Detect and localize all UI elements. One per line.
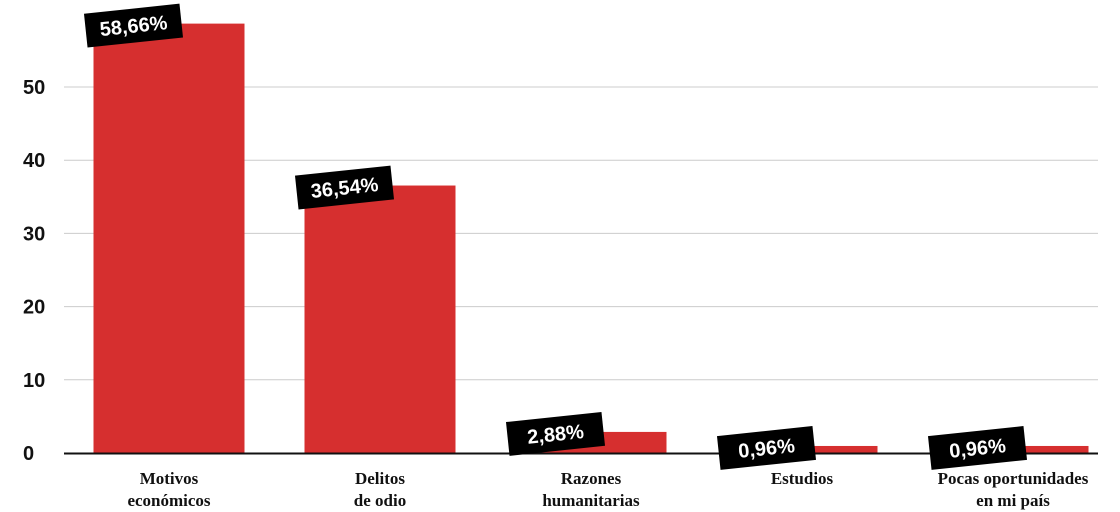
category-label: Razones [561, 469, 622, 488]
category-label: Pocas oportunidades [938, 469, 1089, 488]
y-tick-label: 30 [23, 223, 45, 245]
category-labels: Motivos económicos Delitos de odio Razones hu… [127, 469, 1088, 510]
data-label-bg [927, 426, 1028, 470]
data-label-bg [83, 3, 184, 48]
category-label: humanitarias [542, 491, 640, 510]
category-label: en mi país [976, 491, 1050, 510]
category-label: Delitos [355, 469, 405, 488]
bar [304, 185, 456, 453]
category-label: económicos [127, 491, 210, 510]
bar [93, 23, 245, 454]
y-tick-label: 40 [23, 150, 45, 172]
y-tick-label: 0 [23, 443, 34, 465]
category-label: Motivos [140, 469, 199, 488]
data-label: 36,54% [294, 165, 395, 210]
category-label: Estudios [771, 469, 834, 488]
bars [93, 23, 1089, 454]
y-tick-label: 10 [23, 370, 45, 392]
data-label: 2,88% [505, 411, 606, 456]
data-label: 58,66% [83, 3, 184, 48]
data-label-bg [294, 165, 395, 210]
data-label-bg [505, 411, 606, 456]
data-label-bg [716, 426, 817, 470]
data-labels: 58,66% 36,54% 2,88% 0,96% 0,96% [83, 3, 1028, 470]
category-label: de odio [354, 491, 406, 510]
y-tick-label: 50 [23, 77, 45, 99]
data-label: 0,96% [716, 426, 817, 470]
data-label: 0,96% [927, 426, 1028, 470]
y-tick-label: 20 [23, 297, 45, 319]
y-axis-ticks: 0 10 20 30 40 50 [23, 77, 45, 465]
